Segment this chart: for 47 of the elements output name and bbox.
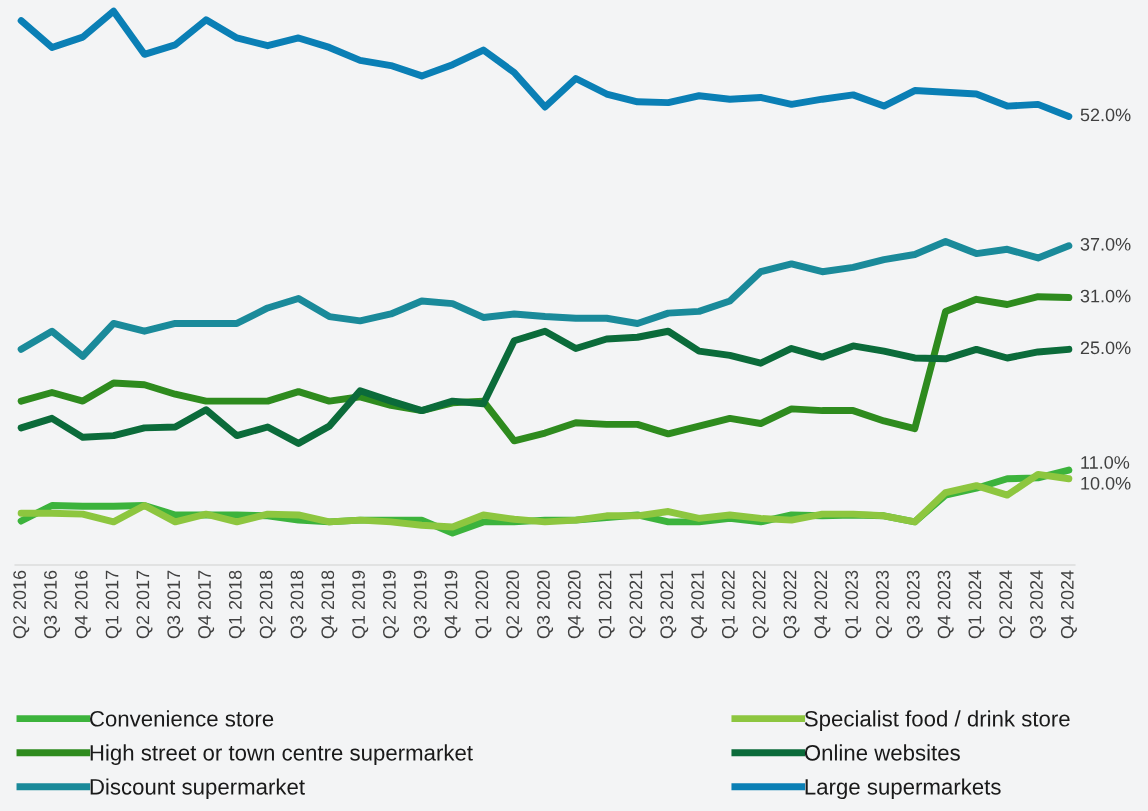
x-tick-label: Q2 2024: [999, 570, 1016, 639]
x-tick-label: Q2 2016: [13, 570, 30, 639]
x-tick-label: Q4 2021: [691, 570, 708, 639]
x-tick-label: Q1 2020: [475, 570, 492, 639]
data-label: 37.0%: [1080, 237, 1131, 251]
x-tick-label: Q4 2019: [444, 570, 461, 639]
x-tick-label: Q3 2024: [1030, 570, 1047, 639]
x-tick-label: Q3 2018: [290, 570, 307, 639]
legend-label: High street or town centre supermarket: [90, 744, 473, 766]
x-tick-label: Q4 2017: [198, 570, 215, 639]
x-tick-label: Q2 2017: [136, 570, 153, 639]
legend-label: Discount supermarket: [90, 778, 305, 800]
x-tick-label: Q3 2022: [783, 570, 800, 639]
x-tick-label: Q4 2016: [74, 570, 91, 639]
x-tick-label: Q4 2023: [937, 570, 954, 639]
legend-label: Specialist food / drink store: [804, 710, 1070, 732]
x-tick-label: Q3 2020: [537, 570, 554, 639]
x-tick-label: Q4 2020: [567, 570, 584, 639]
x-tick-label: Q2 2021: [629, 570, 646, 639]
x-tick-label: Q2 2023: [876, 570, 893, 639]
x-tick-label: Q3 2019: [413, 570, 430, 639]
x-tick-label: Q1 2019: [352, 570, 369, 639]
x-tick-label: Q2 2019: [382, 570, 400, 639]
legend-label: Large supermarkets: [805, 778, 1001, 800]
x-tick-label: Q1 2022: [721, 570, 738, 639]
data-label: 31.0%: [1080, 289, 1131, 303]
x-tick-label: Q3 2021: [660, 570, 677, 639]
x-tick-label: Q1 2021: [598, 570, 615, 639]
x-tick-label: Q1 2017: [105, 570, 122, 639]
x-tick-label: Q1 2023: [845, 570, 862, 639]
x-tick-label: Q4 2022: [814, 570, 831, 639]
x-tick-label: Q1 2024: [968, 570, 985, 639]
x-tick-label: Q3 2017: [167, 570, 184, 639]
legend-label: Convenience store: [90, 710, 274, 727]
data-label: 11.0%: [1081, 456, 1130, 469]
data-label: 10.0%: [1081, 476, 1131, 490]
x-tick-label: Q1 2018: [228, 570, 245, 639]
x-tick-label: Q2 2022: [752, 570, 769, 639]
x-tick-label: Q4 2024: [1060, 570, 1077, 639]
x-tick-label: Q3 2016: [44, 570, 61, 639]
x-tick-label: Q2 2020: [506, 570, 523, 639]
data-label: 52.0%: [1080, 108, 1131, 122]
x-tick-label: Q3 2023: [906, 570, 923, 639]
legend-label: Online websites: [804, 744, 960, 761]
x-tick-label: Q4 2018: [321, 570, 338, 639]
x-tick-label: Q2 2018: [259, 570, 276, 639]
data-label: 25.0%: [1080, 341, 1131, 355]
